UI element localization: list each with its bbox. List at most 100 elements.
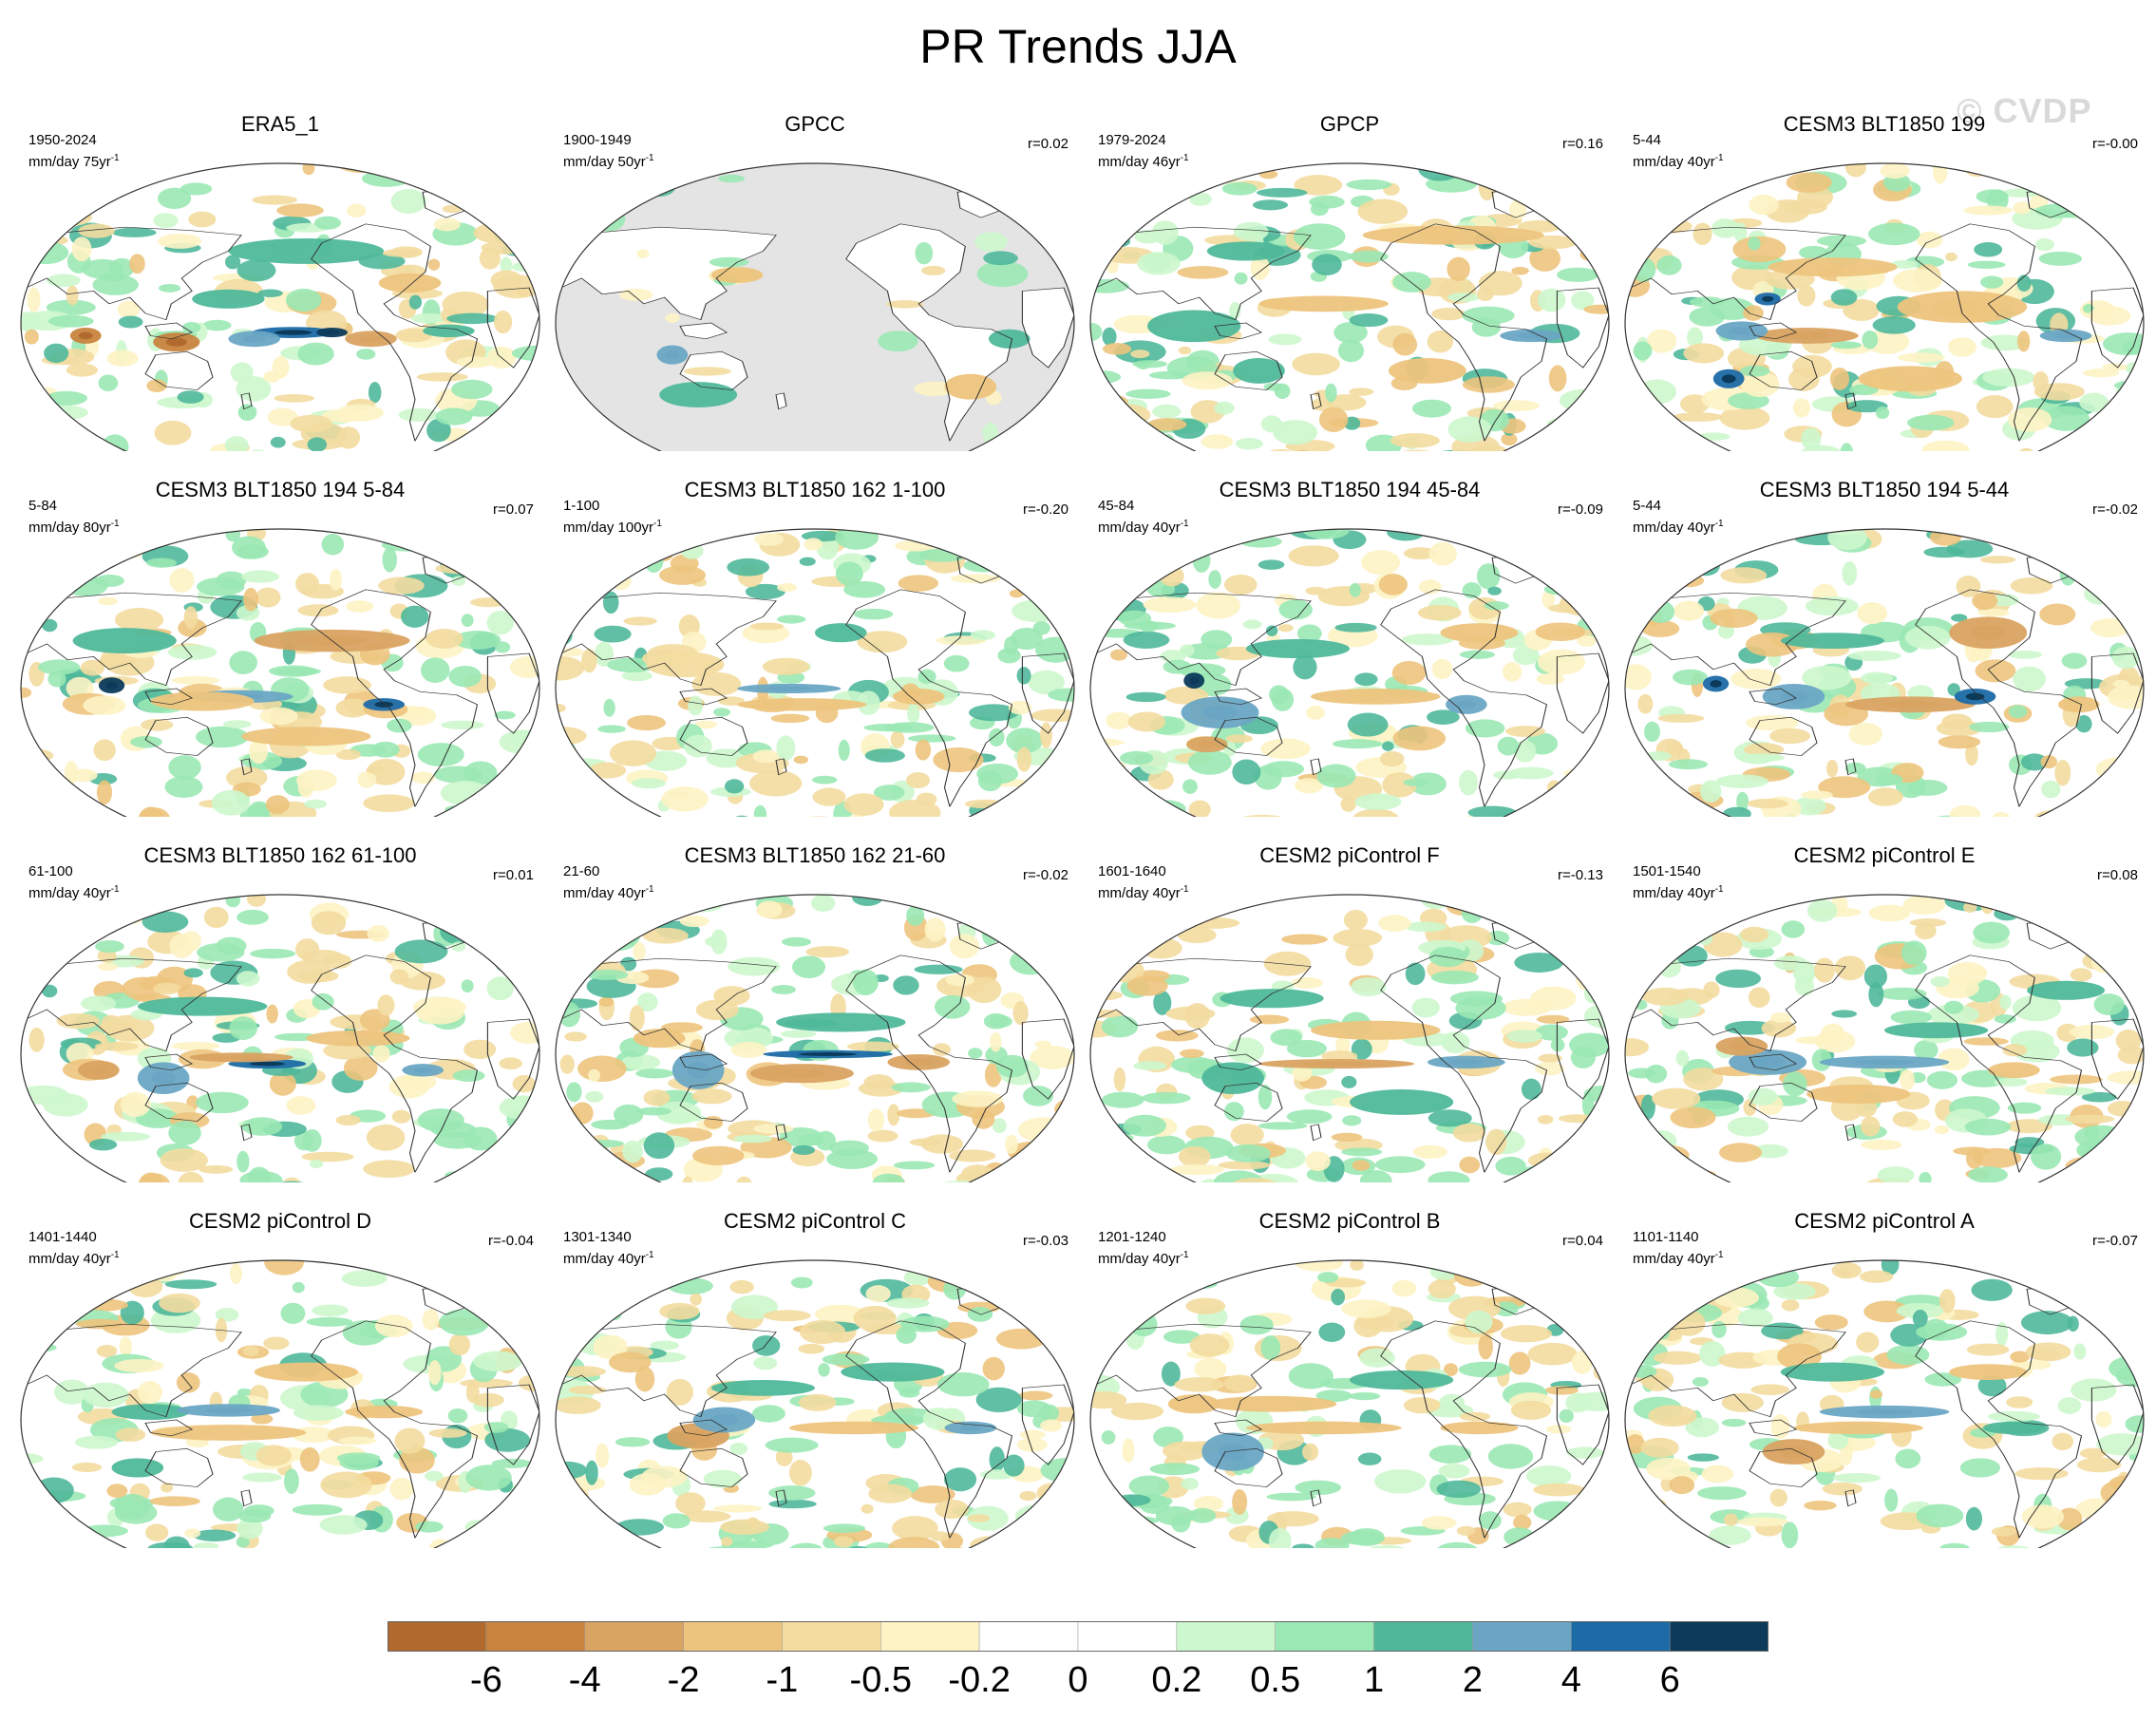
coastline-america (1915, 955, 2083, 1173)
coastline-australia (144, 350, 214, 390)
map-panel: CESM2 piControl A 1101-1140 mm/day 40yr-1 r… (1617, 1192, 2151, 1548)
panel-period: 61-100 mm/day 40yr-1 (28, 863, 120, 901)
map-plot (20, 162, 540, 451)
panel-title: CESM2 piControl C (724, 1209, 906, 1233)
panel-correlation: r=-0.02 (2092, 501, 2138, 518)
map-plot (555, 162, 1075, 451)
panel-title: ERA5_1 (241, 112, 319, 136)
map-panel: CESM3 BLT1850 162 1-100 1-100 mm/day 100yr… (548, 461, 1082, 817)
coastline-nz (1310, 1489, 1322, 1507)
coastline-africa (2090, 1384, 2144, 1465)
map-border (20, 162, 540, 451)
coastline-america (1915, 223, 2083, 442)
map-border (555, 528, 1075, 817)
coastline-africa (1556, 652, 1609, 734)
map-plot (1624, 894, 2145, 1182)
coastline-nz (1844, 758, 1857, 776)
coastline-asia (1625, 1323, 1846, 1418)
map-border (1089, 528, 1610, 817)
panel-title: GPCP (1319, 112, 1380, 136)
map-panel: GPCP 1979-2024 mm/day 46yr-1 r=0.16 (1083, 95, 1617, 451)
colorbar-swatch (1373, 1621, 1473, 1652)
panel-title: CESM3 BLT1850 194 5-84 (155, 478, 406, 501)
panel-period: 1601-1640 mm/day 40yr-1 (1098, 863, 1189, 901)
panel-correlation: r=-0.02 (1023, 867, 1069, 883)
coastline-maritime (679, 1419, 728, 1437)
map-border (1089, 1259, 1610, 1548)
panel-correlation: r=-0.03 (1023, 1233, 1069, 1249)
panel-title: CESM2 piControl E (1793, 843, 1976, 867)
map-border (1624, 894, 2145, 1182)
coastline-asia (1625, 226, 1846, 321)
panel-correlation: r=-0.09 (1558, 501, 1603, 518)
coastline-america (845, 1320, 1013, 1539)
panel-period: 1201-1240 mm/day 40yr-1 (1098, 1229, 1189, 1267)
panel-title: CESM2 piControl A (1794, 1209, 1975, 1233)
coastline-america (1380, 589, 1548, 807)
coastline-africa (486, 1384, 539, 1465)
coastline-maritime (1749, 1419, 1798, 1437)
map-border (555, 894, 1075, 1182)
map-border (20, 1259, 540, 1548)
map-border (1624, 528, 2145, 817)
coastline-australia (1749, 350, 1818, 390)
coastline-asia (21, 226, 242, 321)
coastline-america (845, 955, 1013, 1173)
map-panel: CESM3 BLT1850 194 5-44 5-44 mm/day 40yr-1 r… (1617, 461, 2151, 817)
coastline-africa (1556, 1018, 1609, 1100)
colorbar-swatch (1176, 1621, 1276, 1652)
panel-period: 1979-2024 mm/day 46yr-1 (1098, 132, 1189, 170)
panel-correlation: r=-0.00 (2092, 136, 2138, 152)
coastline-nz (240, 1489, 253, 1507)
map-plot (1089, 1259, 1610, 1548)
panel-correlation: r=0.04 (1562, 1233, 1603, 1249)
panel-correlation: r=0.02 (1028, 136, 1069, 152)
coastline-asia (1090, 957, 1312, 1052)
map-panel: GPCC 1900-1949 mm/day 50yr-1 r=0.02 (548, 95, 1082, 451)
map-plot (555, 1259, 1075, 1548)
coastline-maritime (144, 688, 194, 706)
coastline-africa (486, 652, 539, 734)
colorbar-tick-label: -0.5 (849, 1660, 913, 1700)
colorbar-swatch (584, 1621, 684, 1652)
panel-period: 1950-2024 mm/day 75yr-1 (28, 132, 120, 170)
panel-period: 45-84 mm/day 40yr-1 (1098, 498, 1189, 536)
coastline-maritime (679, 1053, 728, 1071)
colorbar-tick-label: 6 (1659, 1660, 1680, 1700)
coastline-nz (775, 392, 787, 410)
colorbar-tick-label: 2 (1462, 1660, 1483, 1700)
coastline-america (1915, 1320, 2083, 1539)
coastline-america (311, 1320, 479, 1539)
colorbar-frame (388, 1621, 1768, 1652)
coastline-maritime (1749, 1053, 1798, 1071)
coastline-nz (240, 1124, 253, 1142)
panel-title: CESM3 BLT1850 162 61-100 (143, 843, 417, 867)
map-border (20, 528, 540, 817)
map-plot (555, 894, 1075, 1182)
coastline-australia (144, 716, 214, 756)
coastline-africa (486, 287, 539, 369)
coastline-america (1380, 955, 1548, 1173)
coastline-nz (240, 758, 253, 776)
map-panel: CESM3 BLT1850 199 5-44 mm/day 40yr-1 r=-0.0… (1617, 95, 2151, 451)
coastline-africa (1021, 1018, 1074, 1100)
coastline-asia (1625, 957, 1846, 1052)
coastline-australia (144, 1082, 214, 1122)
map-panel: CESM2 piControl F 1601-1640 mm/day 40yr-1 r… (1083, 826, 1617, 1182)
panel-title: CESM3 BLT1850 162 1-100 (684, 478, 946, 501)
coastline-asia (1090, 592, 1312, 687)
coastline-australia (1214, 1447, 1283, 1487)
map-panel: CESM3 BLT1850 194 5-84 5-84 mm/day 80yr-1 r… (13, 461, 547, 817)
map-border (1624, 162, 2145, 451)
map-plot (20, 1259, 540, 1548)
coastline-africa (486, 1018, 539, 1100)
coastline-nz (1310, 392, 1322, 410)
coastline-africa (1021, 287, 1074, 369)
coastline-america (311, 589, 479, 807)
panel-title: GPCC (785, 112, 845, 136)
coastline-america (311, 955, 479, 1173)
coastline-nz (1844, 1489, 1857, 1507)
panel-period: 1900-1949 mm/day 50yr-1 (563, 132, 654, 170)
coastline-asia (21, 592, 242, 687)
coastline-nz (775, 1124, 787, 1142)
